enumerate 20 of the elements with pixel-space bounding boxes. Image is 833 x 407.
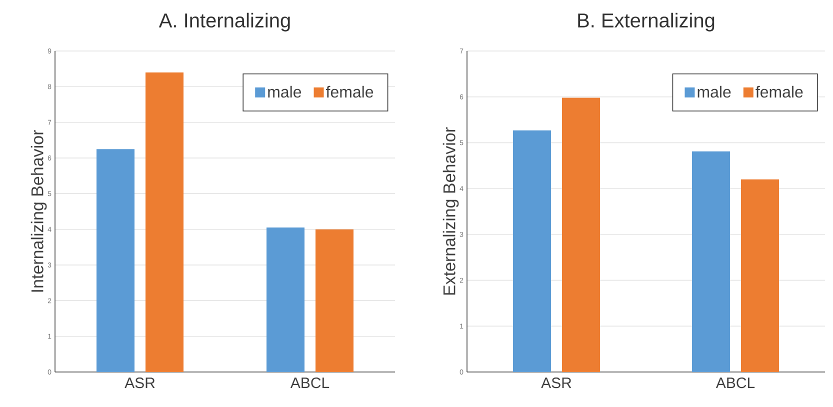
y-axis-title: Internalizing Behavior: [30, 130, 47, 292]
bar: [96, 149, 135, 372]
legend-label: female: [756, 86, 803, 98]
bar: [692, 151, 730, 372]
bar: [562, 98, 600, 372]
x-tick-label: ASR: [541, 378, 572, 388]
legend-label: female: [326, 86, 374, 98]
bar: [513, 130, 551, 372]
legend-label: male: [268, 86, 302, 98]
x-tick-label: ABCL: [290, 378, 330, 388]
bar: [146, 72, 184, 372]
bar: [740, 179, 779, 372]
chart-title: A. Internalizing: [158, 12, 290, 32]
y-axis-title: Externalizing Behavior: [442, 127, 459, 295]
bar: [266, 228, 305, 372]
bar: [316, 229, 354, 372]
x-tick-label: ABCL: [716, 378, 755, 388]
legend-label: male: [698, 86, 731, 98]
chart-title: B. Externalizing: [578, 12, 714, 32]
x-tick-label: ASR: [124, 378, 155, 388]
